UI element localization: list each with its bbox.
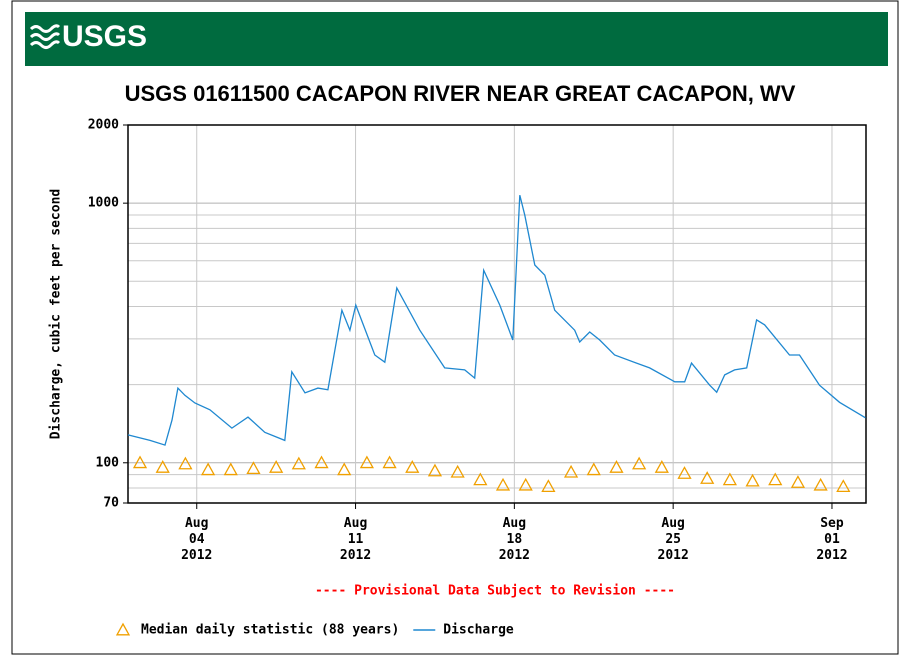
median-marker	[382, 455, 397, 469]
banner	[25, 12, 888, 66]
legend-label: Median daily statistic (88 years)	[141, 623, 399, 638]
x-tick-label: Aug 25 2012	[658, 516, 689, 563]
x-tick-label: Sep 01 2012	[816, 516, 847, 563]
y-tick-label: 1000	[88, 196, 119, 211]
median-marker	[518, 477, 533, 491]
y-tick-label: 70	[103, 496, 119, 511]
median-marker	[677, 466, 692, 479]
x-tick-label: Aug 18 2012	[499, 516, 530, 563]
discharge-line	[127, 194, 866, 446]
logo-waves	[29, 24, 61, 49]
median-marker	[586, 462, 601, 476]
median-marker	[132, 455, 148, 469]
median-marker	[155, 460, 170, 473]
median-marker	[745, 473, 760, 487]
median-marker	[405, 460, 420, 473]
median-marker	[722, 472, 737, 486]
median-marker	[495, 477, 511, 491]
median-marker	[541, 479, 556, 492]
y-axis-label: Discharge, cubic feet per second	[49, 189, 64, 439]
median-marker	[314, 455, 329, 469]
median-marker	[337, 462, 352, 476]
median-marker	[813, 477, 828, 491]
plot-frame	[127, 124, 867, 504]
note: ---- Provisional Data Subject to Revisio…	[315, 584, 675, 599]
frame	[11, 0, 899, 655]
y-tick-label: 100	[96, 455, 120, 470]
median-marker	[246, 461, 261, 475]
legend-marker	[115, 622, 131, 636]
median-marker	[768, 472, 783, 486]
median-marker	[563, 464, 579, 478]
chart-title: USGS 01611500 CACAPON RIVER NEAR GREAT C…	[125, 81, 796, 106]
x-tick-label: Aug 04 2012	[181, 516, 212, 563]
logo-text: USGS	[62, 20, 147, 53]
median-marker	[200, 462, 216, 476]
median-marker	[700, 471, 715, 484]
median-marker	[450, 464, 465, 478]
median-marker	[836, 479, 851, 492]
median-marker	[427, 463, 443, 477]
median-marker	[632, 456, 647, 470]
median-marker	[359, 455, 374, 469]
legend-label: Discharge	[443, 623, 514, 638]
median-marker	[178, 456, 193, 470]
median-marker	[609, 460, 624, 473]
median-marker	[473, 472, 488, 486]
y-tick-label: 2000	[88, 118, 119, 133]
median-marker	[291, 456, 306, 470]
median-marker	[269, 460, 284, 473]
median-marker	[223, 462, 238, 476]
median-marker	[790, 475, 806, 488]
median-marker	[654, 460, 669, 473]
x-tick-label: Aug 11 2012	[340, 516, 371, 563]
